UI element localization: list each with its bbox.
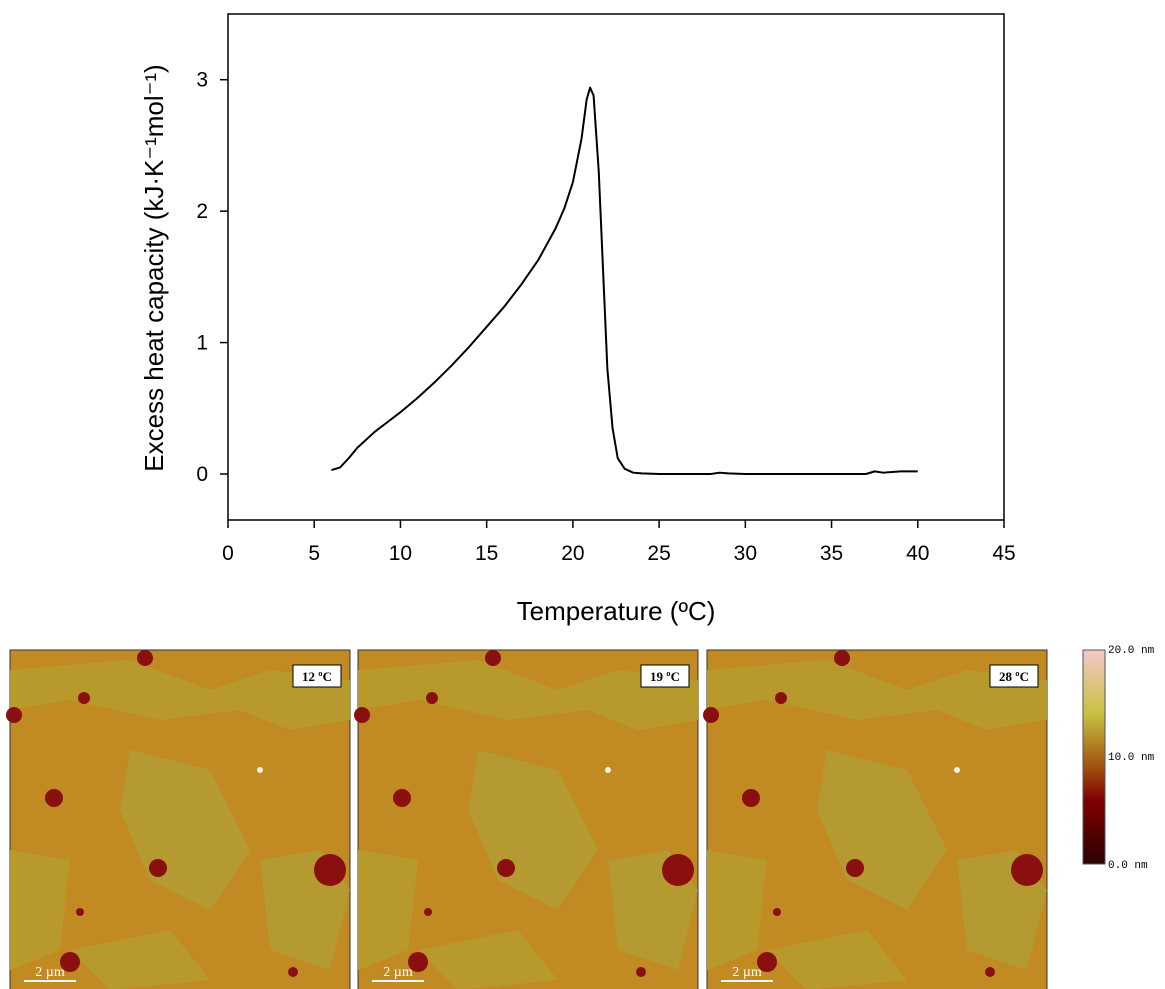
afm-surface: [5, 649, 351, 989]
x-tick-label: 40: [906, 542, 929, 565]
y-tick-label: 3: [196, 69, 208, 92]
x-tick-label: 30: [734, 542, 757, 565]
colorbar-label: 10.0 nm: [1108, 752, 1155, 764]
x-tick-label: 20: [561, 542, 584, 565]
plot-frame: [227, 13, 1005, 521]
panel-label: 28 ºC: [999, 669, 1029, 684]
panel-label: 19 ºC: [650, 669, 680, 684]
x-tick-label: 15: [475, 542, 498, 565]
y-tick-label: 1: [196, 332, 208, 355]
afm-image: 12 ºC 2 µm: [5, 649, 351, 989]
afm-image: 28 ºC 2 µm: [702, 649, 1048, 989]
x-tick-label: 0: [222, 542, 234, 565]
scale-bar-label: 2 µm: [35, 965, 65, 980]
x-tick-label: 25: [647, 542, 670, 565]
x-tick-label: 45: [992, 542, 1015, 565]
scale-bar-label: 2 µm: [732, 965, 762, 980]
x-tick-label: 5: [308, 542, 320, 565]
colorbar-label: 20.0 nm: [1108, 645, 1155, 657]
x-tick-label: 10: [389, 542, 412, 565]
colorbar-label: 0.0 nm: [1108, 860, 1148, 872]
x-axis-title: Temperature (ºC): [517, 596, 716, 626]
y-tick-label: 2: [196, 200, 208, 223]
panel-label-box: [989, 664, 1039, 688]
data-line: [331, 86, 918, 475]
afm-surface: [702, 649, 1048, 989]
panel-label-box: [292, 664, 342, 688]
afm-image: 19 ºC 2 µm: [353, 649, 699, 989]
y-axis-title: Excess heat capacity (kJ·K⁻¹mol⁻¹): [139, 64, 169, 471]
x-tick-label: 35: [820, 542, 843, 565]
y-tick-label: 0: [196, 463, 208, 486]
panel-label-box: [640, 664, 690, 688]
colorbar: [1082, 649, 1106, 865]
panel-label: 12 ºC: [302, 669, 332, 684]
scale-bar-label: 2 µm: [383, 965, 413, 980]
afm-surface: [353, 649, 699, 989]
